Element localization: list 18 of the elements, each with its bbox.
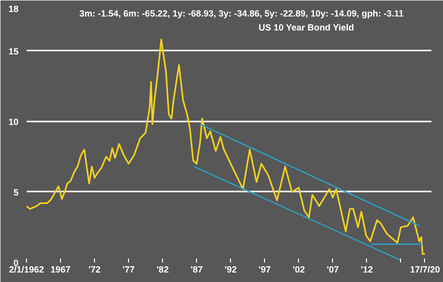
x-tick-label: '07 — [326, 264, 339, 274]
annotation: 3m: -1.54, 6m: -65.22, 1y: -68.93, 3y: -34.86, 5y: -22.89, 10y: -14.09, gph: -3.11 — [79, 8, 404, 18]
y-tick-label: 18 — [8, 4, 19, 14]
x-tick-label: '97 — [258, 264, 271, 274]
x-tick-label: 1967 — [50, 264, 71, 274]
x-tick-label: '12 — [360, 264, 373, 274]
y-tick-label: 15 — [8, 46, 19, 56]
x-tick-label: '72 — [88, 264, 101, 274]
text: US 10 Year Bond Yield — [258, 22, 354, 32]
x-tick-label: '87 — [190, 264, 203, 274]
y-tick-label: 10 — [8, 116, 19, 127]
x-tick-label: '92 — [224, 264, 237, 274]
y-tick-label: 5 — [13, 187, 19, 198]
x-tick-label: '02 — [292, 264, 305, 274]
x-tick-label: '77 — [122, 264, 135, 274]
x-tick-label: '82 — [156, 264, 169, 274]
x-tick-label: 17/7/20 — [410, 264, 440, 274]
x-tick-label: 2/1/1962 — [8, 264, 44, 274]
